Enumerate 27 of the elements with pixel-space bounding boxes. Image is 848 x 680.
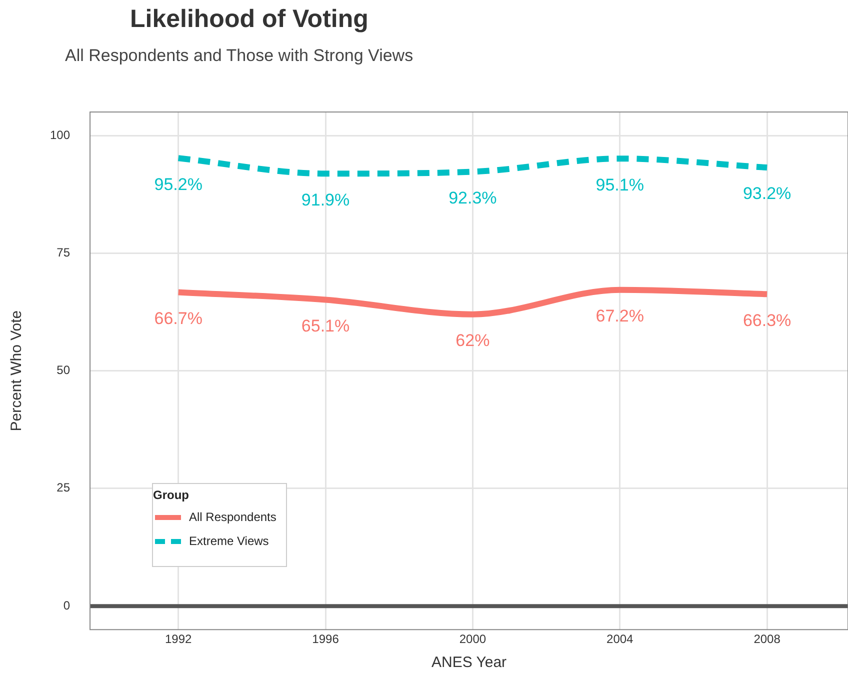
chart-title: Likelihood of Voting [130, 5, 368, 34]
x-tick-label: 2000 [459, 632, 486, 646]
data-label: 93.2% [742, 184, 792, 204]
y-tick-label: 0 [63, 598, 70, 612]
data-label: 67.2% [596, 306, 644, 326]
legend-label: All Respondents [189, 510, 276, 524]
y-tick-label: 75 [56, 245, 70, 260]
legend-title: Group [153, 488, 190, 502]
data-label: 95.1% [596, 175, 644, 194]
x-tick-label: 1992 [164, 632, 192, 646]
y-tick-label: 25 [56, 480, 70, 495]
data-label: 62% [456, 331, 490, 350]
y-axis-title: Percent Who Vote [8, 310, 26, 432]
data-label: 65.1% [301, 316, 350, 336]
data-label: 66.7% [154, 308, 202, 328]
x-tick-label: 1996 [312, 632, 340, 646]
y-tick-label: 50 [56, 363, 70, 378]
chart-subtitle: All Respondents and Those with Strong Views [65, 46, 414, 66]
x-tick-label: 2004 [606, 632, 634, 646]
data-label: 95.2% [154, 174, 202, 194]
legend-label: Extreme Views [189, 534, 269, 548]
x-axis-title: ANES Year [431, 654, 507, 672]
data-label: 66.3% [742, 310, 792, 330]
y-tick-label: 100 [50, 128, 70, 142]
x-tick-label: 2008 [754, 632, 781, 646]
data-label: 92.3% [448, 188, 497, 208]
data-label: 91.9% [301, 190, 350, 210]
